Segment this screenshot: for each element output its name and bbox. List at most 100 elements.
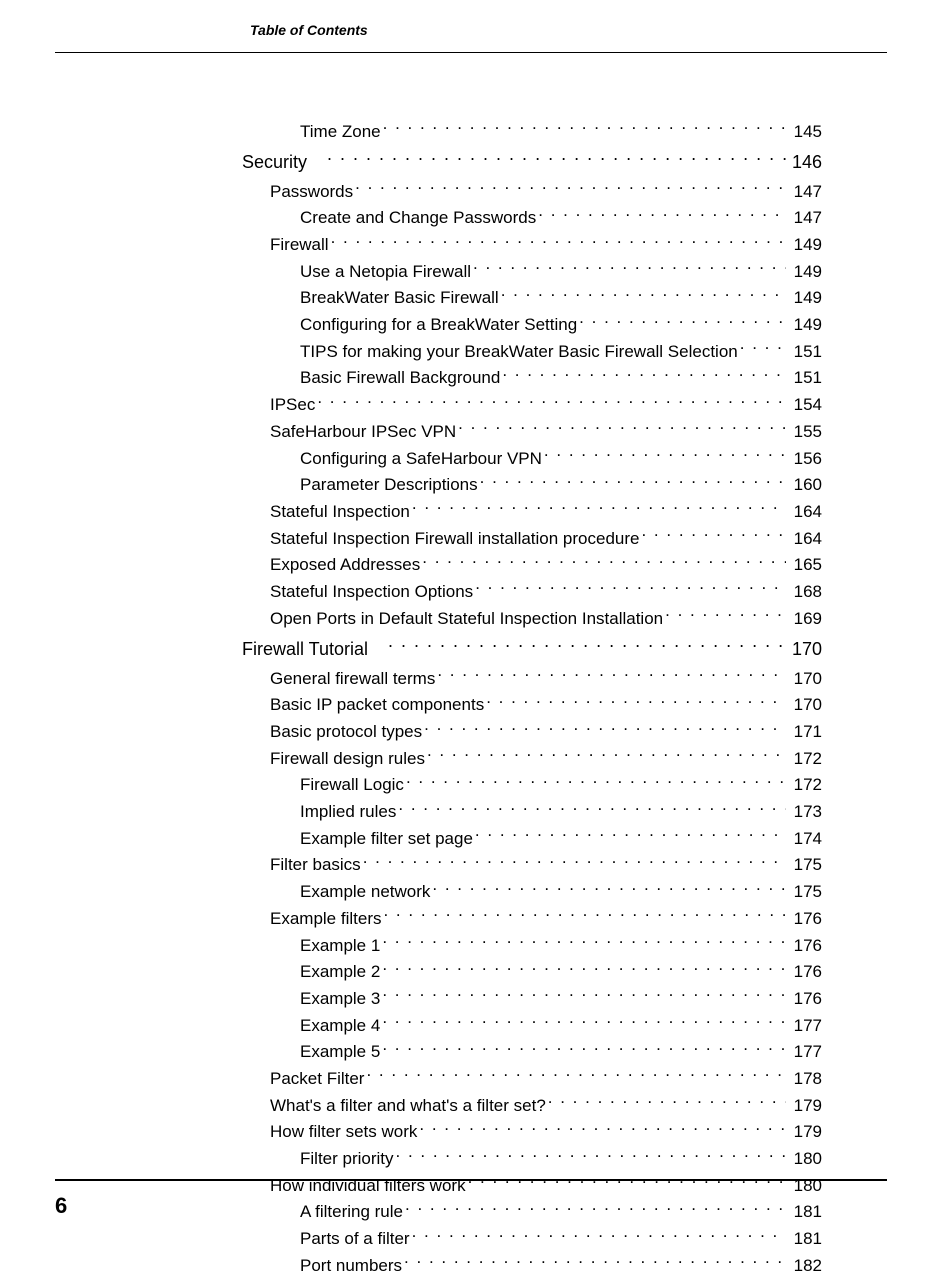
- toc-entry: Filter priority 180: [242, 1145, 822, 1171]
- toc-entry-page: 170: [786, 636, 822, 663]
- toc-entry-title: Filter basics: [270, 852, 361, 878]
- toc-entry: IPSec154: [242, 391, 822, 417]
- toc-leaders: [546, 1092, 786, 1111]
- toc-entry-page: 176: [786, 986, 822, 1012]
- toc-entry: Example 5177: [242, 1039, 822, 1065]
- toc-entry-page: 175: [786, 879, 822, 905]
- toc-entry: Implied rules 173: [242, 798, 822, 824]
- toc-entry: Time Zone 145: [242, 118, 822, 144]
- toc-entry-title: Example network: [300, 879, 430, 905]
- toc-entry-title: BreakWater Basic Firewall: [300, 285, 499, 311]
- toc-entry-title: Basic IP packet components: [270, 692, 484, 718]
- running-head: Table of Contents: [250, 22, 368, 38]
- toc-leaders: [536, 205, 786, 224]
- document-page: Table of Contents Time Zone145Security14…: [0, 0, 942, 1241]
- toc-entry-title: Example 1: [300, 933, 380, 959]
- toc-entry-page: 160: [786, 472, 822, 498]
- toc-entry-page: 149: [786, 312, 822, 338]
- toc-leaders: [430, 878, 786, 897]
- toc-entry-title: Configuring for a BreakWater Setting: [300, 312, 577, 338]
- toc-entry-page: 149: [786, 285, 822, 311]
- toc-entry-page: 169: [786, 606, 822, 632]
- toc-entry-title: Open Ports in Default Stateful Inspectio…: [270, 606, 663, 632]
- toc-entry-page: 145: [786, 119, 822, 145]
- toc-entry-page: 176: [786, 959, 822, 985]
- toc-entry: Stateful Inspection164: [242, 498, 822, 524]
- toc-leaders: [484, 692, 786, 711]
- toc-entry: Packet Filter178: [242, 1065, 822, 1091]
- toc-entry: Example 3 176: [242, 985, 822, 1011]
- toc-leaders: [396, 798, 786, 817]
- toc-entry-title: SafeHarbour IPSec VPN: [270, 419, 456, 445]
- toc-entry-title: Example 2: [300, 959, 380, 985]
- toc-leaders: [456, 418, 786, 437]
- toc-entry-title: What's a filter and what's a filter set?: [270, 1093, 546, 1119]
- toc-entry: Basic protocol types171: [242, 718, 822, 744]
- toc-entry-title: Firewall: [270, 232, 329, 258]
- toc-entry-page: 151: [786, 339, 822, 365]
- toc-entry: Firewall Logic172: [242, 772, 822, 798]
- toc-entry-title: A filtering rule: [300, 1199, 403, 1225]
- toc-entry-page: 179: [786, 1093, 822, 1119]
- toc-entry: Configuring for a BreakWater Setting 149: [242, 311, 822, 337]
- toc-entry-title: Time Zone: [300, 119, 381, 145]
- toc-entry-page: 179: [786, 1119, 822, 1145]
- toc-entry-title: General firewall terms: [270, 666, 435, 692]
- toc-entry-title: Use a Netopia Firewall: [300, 259, 471, 285]
- toc-entry-page: 173: [786, 799, 822, 825]
- toc-entry: Firewall 149: [242, 231, 822, 257]
- toc-entry: Stateful Inspection Firewall installatio…: [242, 525, 822, 551]
- toc-entry: Example filters176: [242, 905, 822, 931]
- toc-entry: How individual filters work180: [242, 1172, 822, 1198]
- toc-entry-page: 172: [786, 746, 822, 772]
- toc-leaders: [425, 745, 786, 764]
- toc-entry: Use a Netopia Firewall149: [242, 258, 822, 284]
- toc-entry-title: How individual filters work: [270, 1173, 466, 1199]
- toc-entry-page: 151: [786, 365, 822, 391]
- toc-leaders: [473, 578, 786, 597]
- toc-leaders: [394, 1145, 786, 1164]
- toc-entry-title: Implied rules: [300, 799, 396, 825]
- toc-leaders: [329, 231, 786, 250]
- toc-leaders: [473, 825, 786, 844]
- toc-leaders: [402, 1252, 786, 1271]
- toc-entry-title: TIPS for making your BreakWater Basic Fi…: [300, 339, 738, 365]
- toc-entry-title: Firewall Tutorial: [242, 636, 386, 663]
- toc-leaders: [500, 365, 786, 384]
- toc-entry-page: 164: [786, 499, 822, 525]
- toc-entry-page: 180: [786, 1146, 822, 1172]
- toc-entry-title: Basic Firewall Background: [300, 365, 500, 391]
- toc-entry-title: Filter priority: [300, 1146, 394, 1172]
- toc-entry: Port numbers182: [242, 1252, 822, 1278]
- toc-leaders: [663, 605, 786, 624]
- toc-entry-page: 149: [786, 232, 822, 258]
- toc-leaders: [380, 932, 786, 951]
- toc-entry-title: Example 3: [300, 986, 380, 1012]
- toc-entry-page: 181: [786, 1199, 822, 1225]
- toc-leaders: [381, 905, 786, 924]
- toc-leaders: [410, 1225, 786, 1244]
- toc-entry-title: Example filter set page: [300, 826, 473, 852]
- header-rule: [55, 52, 887, 53]
- toc-entry-title: How filter sets work: [270, 1119, 417, 1145]
- toc-leaders: [639, 525, 786, 544]
- toc-entry-title: Example 5: [300, 1039, 380, 1065]
- toc-entry-title: Security: [242, 149, 325, 176]
- toc-entry: Passwords147: [242, 178, 822, 204]
- toc-entry: How filter sets work 179: [242, 1119, 822, 1145]
- toc-entry: Parts of a filter181: [242, 1225, 822, 1251]
- toc-leaders: [577, 311, 786, 330]
- toc-entry: Exposed Addresses165: [242, 552, 822, 578]
- toc-entry-title: Exposed Addresses: [270, 552, 420, 578]
- toc-entry: Example filter set page174: [242, 825, 822, 851]
- toc-leaders: [386, 635, 786, 655]
- toc-entry: Filter basics175: [242, 852, 822, 878]
- page-number: 6: [55, 1193, 67, 1219]
- toc-leaders: [417, 1119, 786, 1138]
- toc-entry: General firewall terms170: [242, 665, 822, 691]
- toc-entry: Example 4177: [242, 1012, 822, 1038]
- toc-entry: Security146: [242, 148, 822, 176]
- toc-leaders: [466, 1172, 786, 1191]
- toc-entry-title: Basic protocol types: [270, 719, 422, 745]
- toc-entry-title: Port numbers: [300, 1253, 402, 1279]
